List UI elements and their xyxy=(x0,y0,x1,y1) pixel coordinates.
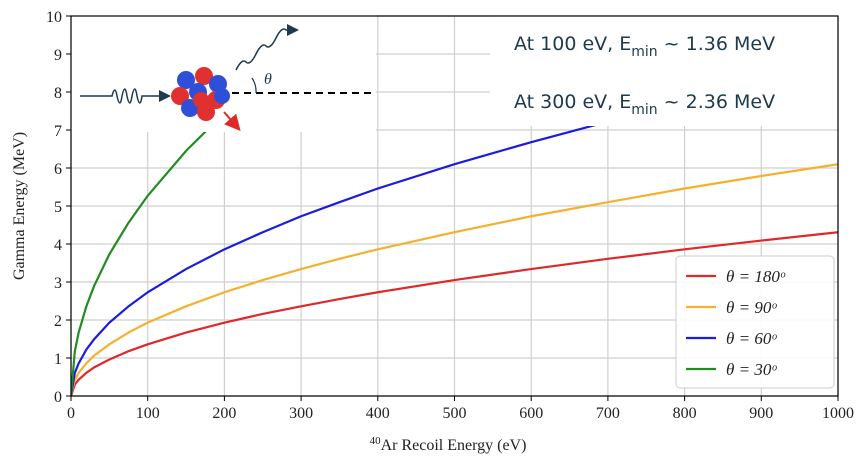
inset-label: θ xyxy=(264,71,272,88)
y-tick-label: 6 xyxy=(54,161,62,178)
annotation-text: ~ 2.36 MeV xyxy=(658,91,775,113)
annotation-subscript: min xyxy=(631,102,657,118)
x-tick-label: 800 xyxy=(673,405,697,422)
legend-label: θ = 180ᵒ xyxy=(726,267,786,286)
x-tick-label: 400 xyxy=(366,405,390,422)
x-tick-label: 700 xyxy=(596,405,620,422)
x-tick-label: 300 xyxy=(289,405,313,422)
annotation: At 100 eV, Emin ~ 1.36 MeV xyxy=(514,33,775,60)
annotation-subscript: min xyxy=(631,44,657,60)
x-tick-label: 600 xyxy=(519,405,543,422)
x-tick-label: 200 xyxy=(212,405,236,422)
x-tick-label: 0 xyxy=(67,405,75,422)
legend-label: θ = 90ᵒ xyxy=(726,298,777,317)
y-tick-label: 5 xyxy=(54,199,62,216)
inset-background xyxy=(71,0,376,132)
legend-label: θ = 60ᵒ xyxy=(726,329,777,348)
legend-box xyxy=(675,255,835,389)
y-tick-label: 3 xyxy=(54,275,62,292)
x-tick-label: 1000 xyxy=(822,405,854,422)
nucleus xyxy=(171,67,230,121)
y-tick-label: 10 xyxy=(46,9,62,26)
x-axis-label: 40Ar Recoil Energy (eV) xyxy=(370,435,527,454)
annotation-text: ~ 1.36 MeV xyxy=(658,33,775,55)
series-line xyxy=(71,163,838,396)
y-tick-label: 2 xyxy=(54,313,62,330)
x-axis-label-text: Ar Recoil Energy (eV) xyxy=(381,437,527,454)
angle-arc xyxy=(251,77,257,94)
y-tick-label: 9 xyxy=(54,47,62,64)
y-tick-label: 4 xyxy=(54,237,62,254)
recoil-arrow xyxy=(223,111,241,132)
x-tick-label: 100 xyxy=(136,405,160,422)
legend-label: θ = 30ᵒ xyxy=(726,360,777,379)
scattered-photon xyxy=(235,24,299,71)
annotation-text: At 300 eV, E xyxy=(514,91,631,113)
x-axis-label-sup: 40 xyxy=(370,435,382,447)
y-tick-label: 1 xyxy=(54,351,62,368)
y-axis-label: Gamma Energy (MeV) xyxy=(11,132,28,280)
legend: θ = 180ᵒ θ = 90ᵒ θ = 60ᵒ θ = 30ᵒ xyxy=(675,255,835,389)
x-tick-label: 500 xyxy=(443,405,467,422)
y-tick-label: 8 xyxy=(54,85,62,102)
incoming-photon xyxy=(80,88,171,104)
annotation-text: At 100 eV, E xyxy=(514,33,631,55)
x-tick-label: 900 xyxy=(749,405,773,422)
series-line xyxy=(71,231,838,396)
annotation-box xyxy=(490,16,838,126)
y-tick-label: 7 xyxy=(54,123,62,140)
y-tick-label: 0 xyxy=(54,389,62,406)
annotation: At 300 eV, Emin ~ 2.36 MeV xyxy=(514,91,775,118)
plot-frame xyxy=(70,15,839,397)
